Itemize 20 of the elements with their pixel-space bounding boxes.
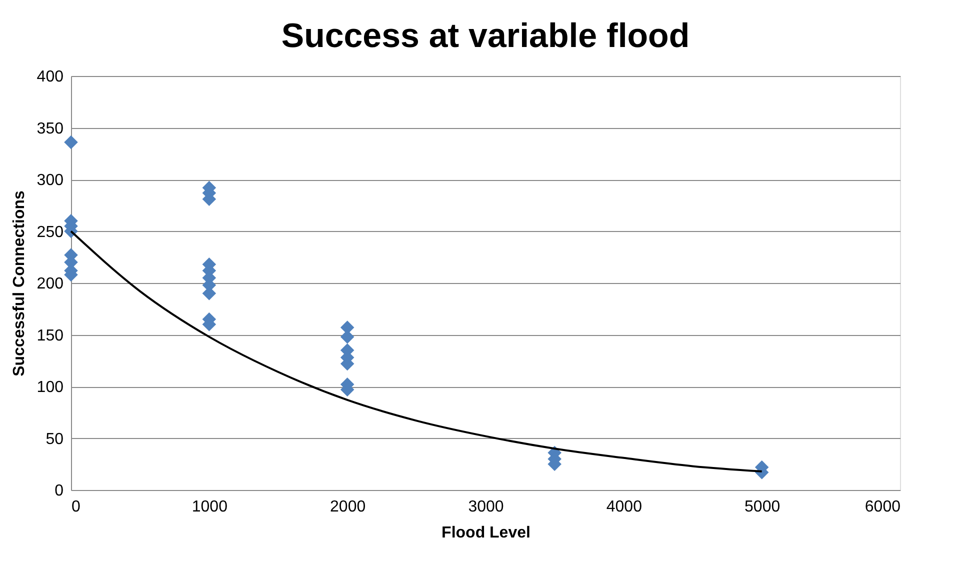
point [64, 135, 78, 150]
x-tick-label: 3000 [468, 498, 504, 516]
y-tick-label: 350 [36, 120, 64, 138]
x-tick-label: 2000 [330, 498, 366, 516]
x-tick-label: 1000 [192, 498, 228, 516]
y-tick-label: 250 [36, 224, 64, 241]
y-axis-title: Successful Connections [10, 190, 28, 376]
y-tick-label: 200 [36, 276, 64, 292]
y-tick-label: 300 [36, 172, 64, 189]
x-tick-label: 0 [72, 498, 80, 516]
x-tick-label: 4000 [606, 498, 642, 516]
chart-title: Success at variable flood [281, 17, 690, 55]
x-tick-label: 5000 [744, 498, 780, 516]
y-tick-label: 0 [54, 482, 64, 500]
x-axis-title: Flood Level [442, 524, 530, 542]
y-tick-label: 100 [36, 379, 64, 396]
y-tick-label: 400 [36, 68, 64, 86]
y-tick-label: 150 [36, 327, 64, 344]
y-tick-label: 50 [46, 430, 64, 448]
x-tick-label: 6000 [864, 498, 901, 516]
